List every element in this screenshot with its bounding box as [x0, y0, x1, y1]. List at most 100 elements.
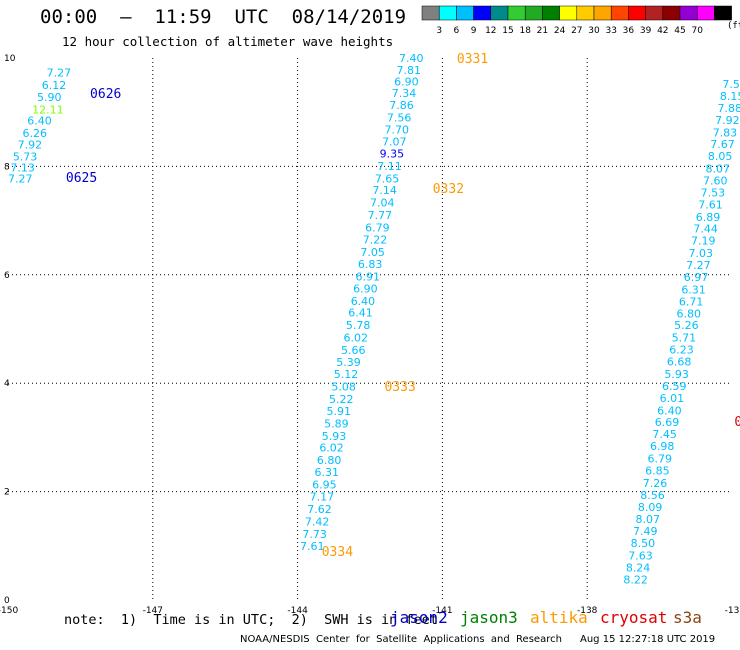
wave-height-point: 8.09 [638, 501, 663, 514]
wave-height-point: 7.19 [691, 235, 716, 248]
wave-height-point: 6.12 [42, 79, 67, 92]
colorbar-label: 18 [519, 26, 531, 36]
wave-height-point: 8.15 [720, 90, 740, 103]
wave-height-point: 7.34 [392, 87, 417, 100]
wave-height-point: 6.40 [27, 114, 52, 127]
wave-height-point: 6.69 [655, 416, 680, 429]
wave-height-point: 7.05 [360, 246, 385, 259]
wave-height-point: 6.79 [365, 222, 390, 235]
wave-height-point: 5.22 [329, 393, 354, 406]
wave-height-point: 6.91 [356, 270, 381, 283]
x-tick-label: -13 [725, 606, 740, 616]
wave-height-point: 7.70 [384, 124, 409, 137]
footer-timestamp: Aug 15 12:27:18 UTC 2019 [580, 634, 716, 645]
pass-label: 0331 [457, 52, 488, 67]
colorbar-label: 24 [554, 26, 566, 36]
wave-height-point: 7.92 [18, 139, 43, 152]
wave-height-point: 12.11 [32, 103, 64, 116]
wave-height-point: 7.40 [399, 52, 424, 65]
wave-height-point: 7.27 [686, 259, 711, 272]
wave-height-point: 5.89 [324, 417, 349, 430]
wave-height-point: 5.39 [336, 356, 361, 369]
x-tick-label: -150 [0, 606, 18, 616]
wave-height-point: 6.80 [317, 454, 342, 467]
colorbar-label: 9 [471, 26, 477, 36]
wave-height-point: 7.26 [643, 477, 668, 490]
y-tick-label: 6 [4, 271, 10, 281]
pass-label: 0626 [90, 87, 121, 102]
wave-height-point: 7.04 [370, 197, 395, 210]
legend-jason2: jason2 [390, 608, 448, 627]
legend-altika: altika [530, 608, 588, 627]
wave-height-point: 6.90 [353, 282, 378, 295]
pass-label: 0 [734, 415, 740, 430]
wave-height-point: 6.83 [358, 258, 383, 271]
wave-height-point: 7.27 [8, 172, 33, 185]
chart-subtitle: 12 hour collection of altimeter wave hei… [62, 34, 394, 49]
wave-height-point: 6.02 [319, 442, 344, 455]
wave-height-point: 6.71 [679, 295, 704, 308]
pass-label: 0334 [322, 545, 353, 560]
wave-height-point: 6.40 [351, 295, 376, 308]
wave-height-point: 7.22 [363, 234, 388, 247]
wave-height-point: 6.68 [667, 356, 692, 369]
wave-height-point: 5.12 [334, 368, 359, 381]
colorbar-label: 70 [691, 26, 703, 36]
wave-height-point: 5.93 [664, 368, 689, 381]
wave-height-point: 6.41 [348, 307, 373, 320]
x-tick-label: -138 [577, 606, 598, 616]
wave-height-point: 7.86 [389, 99, 414, 112]
wave-height-point: 8.05 [708, 150, 733, 163]
wave-height-point: 7.53 [701, 186, 726, 199]
wave-height-point: 6.01 [660, 392, 685, 405]
wave-height-point: 6.59 [662, 380, 687, 393]
wave-height-point: 5.78 [346, 319, 371, 332]
wave-height-point: 5.73 [13, 151, 38, 164]
wave-height-point: 7.45 [652, 428, 677, 441]
chart-title: 00:00 – 11:59 UTC 08/14/2019 [40, 6, 407, 28]
wave-height-point: 7.92 [715, 114, 740, 127]
wave-height-point: 8.56 [640, 489, 665, 502]
wave-height-point: 7.88 [718, 102, 740, 115]
wave-height-point: 7.03 [689, 247, 714, 260]
wave-height-point: 5.08 [331, 380, 356, 393]
y-tick-label: 0 [4, 596, 10, 606]
wave-height-point: 5.90 [37, 91, 62, 104]
wave-height-point: 6.97 [684, 271, 709, 284]
wave-height-point: 5.93 [322, 430, 347, 443]
wave-height-point: 7.73 [302, 528, 327, 541]
wave-height-point: 7.44 [693, 223, 718, 236]
wave-height-point: 6.79 [648, 453, 673, 466]
footer-credit: NOAA/NESDIS Center for Satellite Applica… [240, 634, 562, 645]
wave-height-point: 7.67 [710, 138, 735, 151]
wave-height-point: 6.80 [676, 307, 701, 320]
wave-height-point: 8.50 [631, 537, 656, 550]
colorbar-label: 36 [623, 26, 635, 36]
wave-height-point: 7.77 [368, 209, 393, 222]
wave-height-point: 6.40 [657, 404, 682, 417]
wave-height-point: 7.63 [628, 550, 653, 563]
colorbar-label: 45 [674, 26, 685, 36]
wave-height-point: 7.62 [307, 503, 332, 516]
x-tick-label: -141 [432, 606, 452, 616]
wave-height-point: 7.49 [633, 525, 658, 538]
wave-height-point: 7.07 [382, 135, 407, 148]
wave-height-point: 5.66 [341, 344, 366, 357]
wave-height-point: 5.26 [674, 319, 699, 332]
colorbar-label: 12 [485, 26, 496, 36]
wave-height-point: 7.27 [47, 67, 72, 80]
colorbar-label: 27 [571, 26, 582, 36]
footer-note: note: 1) Time is in UTC; 2) SWH is in fe… [64, 612, 438, 628]
track-jason2: 7.276.125.9012.116.406.267.925.737.137.2… [8, 67, 71, 186]
wave-height-point: 5.91 [327, 405, 352, 418]
wave-height-point: 6.31 [681, 283, 706, 296]
pass-label: 0332 [433, 182, 464, 197]
y-tick-label: 4 [4, 379, 10, 389]
wave-height-point: 7.11 [377, 160, 402, 173]
track-s3a: 7.598.157.887.927.837.678.058.077.607.53… [623, 78, 740, 586]
y-tick-label: 8 [4, 162, 10, 172]
colorbar-swatch [714, 5, 732, 21]
color-scale-legend: 3 6 9 12 15 18 21 24 27 30 33 36 39 42 45 70 [421, 5, 732, 36]
wave-height-point: 6.02 [343, 332, 368, 345]
legend-s3a: s3a [673, 608, 702, 627]
